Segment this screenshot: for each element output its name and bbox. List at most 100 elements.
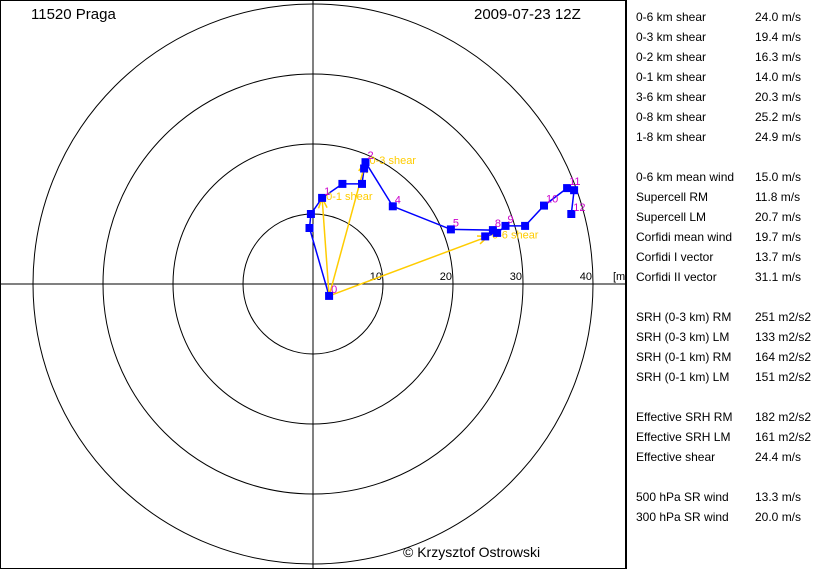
table-row: 0-1 km shear 14.0 m/s <box>636 69 822 85</box>
hodograph-point <box>563 184 572 193</box>
param-label: 3-6 km shear <box>636 90 707 104</box>
hodograph-point <box>446 225 455 234</box>
param-value: 14.0 m/s <box>755 70 802 84</box>
table-row: Corfidi II vector 31.1 m/s <box>636 269 822 285</box>
table-row: Effective SRH LM 161 m2/s2 <box>636 429 822 445</box>
param-value: 24.9 m/s <box>755 130 802 144</box>
table-row: 1-8 km shear 24.9 m/s <box>636 129 822 145</box>
param-label: Corfidi I vector <box>636 250 714 264</box>
shear-label: 0-6 shear <box>492 229 539 241</box>
hodograph-point <box>361 158 370 167</box>
table-row: Corfidi I vector 13.7 m/s <box>636 249 822 265</box>
unit-label: [m/s <box>613 271 626 283</box>
hodograph-point <box>493 228 502 237</box>
hodograph-point <box>521 221 530 230</box>
hodograph-chart: 10 20 30 40 [m/s 0-1 shear 0-3 shear 0-6 shear 0… <box>0 0 626 569</box>
ring-label: 40 <box>580 271 592 283</box>
table-row: Supercell RM 11.8 m/s <box>636 189 822 205</box>
param-label: Corfidi mean wind <box>636 230 733 244</box>
param-label: SRH (0-1 km) LM <box>636 370 730 384</box>
table-row: 300 hPa SR wind 20.0 m/s <box>636 509 822 525</box>
table-row: 500 hPa SR wind 13.3 m/s <box>636 489 822 505</box>
hodograph-point <box>501 221 510 230</box>
level-label: 9 <box>508 214 514 226</box>
param-value: 20.3 m/s <box>755 90 802 104</box>
param-label: Effective shear <box>636 450 716 464</box>
table-row: 0-2 km shear 16.3 m/s <box>636 49 822 65</box>
copyright-text: © Krzysztof Ostrowski <box>403 544 541 560</box>
datetime-title: 2009-07-23 12Z <box>474 6 581 23</box>
param-label: SRH (0-1 km) RM <box>636 350 732 364</box>
param-label: SRH (0-3 km) LM <box>636 330 730 344</box>
param-value: 19.4 m/s <box>755 30 802 44</box>
table-row: 3-6 km shear 20.3 m/s <box>636 89 822 105</box>
param-value: 151 m2/s2 <box>755 370 812 384</box>
hodograph-point <box>488 226 497 235</box>
param-label: 0-1 km shear <box>636 70 707 84</box>
param-value: 24.0 m/s <box>755 10 802 24</box>
param-label: 0-6 km shear <box>636 10 707 24</box>
hodograph-point <box>306 210 315 218</box>
param-value: 20.7 m/s <box>755 210 802 224</box>
hodograph-point <box>570 186 579 195</box>
param-label: Supercell LM <box>636 210 707 224</box>
hodograph-point <box>388 202 397 211</box>
param-value: 16.3 m/s <box>755 50 802 64</box>
shear-label: 0-3 shear <box>370 155 417 167</box>
param-label: SRH (0-3 km) RM <box>636 310 732 324</box>
level-label: 0 <box>331 284 337 296</box>
table-row: SRH (0-1 km) RM 164 m2/s2 <box>636 349 822 365</box>
hodograph-point <box>325 291 334 300</box>
table-row: 0-8 km shear 25.2 m/s <box>636 109 822 125</box>
param-value: 133 m2/s2 <box>755 330 812 344</box>
level-label: 10 <box>546 194 558 206</box>
parameters-table: 0-6 km shear 24.0 m/s 0-3 km shear 19.4 m/s… <box>626 0 825 569</box>
param-label: Effective SRH LM <box>636 430 731 444</box>
param-label: Corfidi II vector <box>636 270 717 284</box>
hodograph-point <box>360 164 369 173</box>
table-row: 0-6 km shear 24.0 m/s <box>636 9 822 25</box>
param-value: 251 m2/s2 <box>755 310 812 324</box>
hodograph-point <box>318 193 327 202</box>
level-label: 8 <box>495 218 501 230</box>
shear-label: 0-1 shear <box>326 191 373 203</box>
param-label: Supercell RM <box>636 190 709 204</box>
table-row: Effective shear 24.4 m/s <box>636 449 822 465</box>
param-label: 0-2 km shear <box>636 50 707 64</box>
level-label: 4 <box>395 194 401 206</box>
param-label: 0-6 km mean wind <box>636 170 735 184</box>
param-label: Effective SRH RM <box>636 410 733 424</box>
param-value: 13.3 m/s <box>755 490 802 504</box>
level-label: 1 <box>324 186 330 198</box>
table-row: Effective SRH RM 182 m2/s2 <box>636 409 822 425</box>
param-value: 11.8 m/s <box>755 190 801 204</box>
param-value: 15.0 m/s <box>755 170 802 184</box>
param-value: 19.7 m/s <box>755 230 802 244</box>
ring-label: 30 <box>510 271 522 283</box>
ring-label: 20 <box>440 271 452 283</box>
param-value: 13.7 m/s <box>755 250 802 264</box>
hodograph-point <box>305 224 314 232</box>
param-label: 500 hPa SR wind <box>636 490 729 504</box>
level-label: 5 <box>453 217 459 229</box>
hodograph-point <box>540 201 548 210</box>
param-value: 20.0 m/s <box>755 510 802 524</box>
param-value: 24.4 m/s <box>755 450 802 464</box>
table-row: SRH (0-3 km) RM 251 m2/s2 <box>636 309 822 325</box>
param-value: 31.1 m/s <box>755 270 802 284</box>
param-value: 25.2 m/s <box>755 110 802 124</box>
table-row: 0-6 km mean wind 15.0 m/s <box>636 169 822 185</box>
param-label: 0-3 km shear <box>636 30 707 44</box>
shear-vector <box>321 197 330 296</box>
hodograph-point <box>358 179 366 188</box>
param-label: 300 hPa SR wind <box>636 510 729 524</box>
level-label: 2 <box>368 150 374 162</box>
table-row: 0-3 km shear 19.4 m/s <box>636 29 822 45</box>
hodograph-point <box>481 232 490 241</box>
level-label: 12 <box>573 202 585 214</box>
hodograph-point <box>338 179 347 188</box>
param-value: 182 m2/s2 <box>755 410 812 424</box>
table-row: SRH (0-1 km) LM 151 m2/s2 <box>636 369 822 385</box>
param-value: 161 m2/s2 <box>755 430 812 444</box>
